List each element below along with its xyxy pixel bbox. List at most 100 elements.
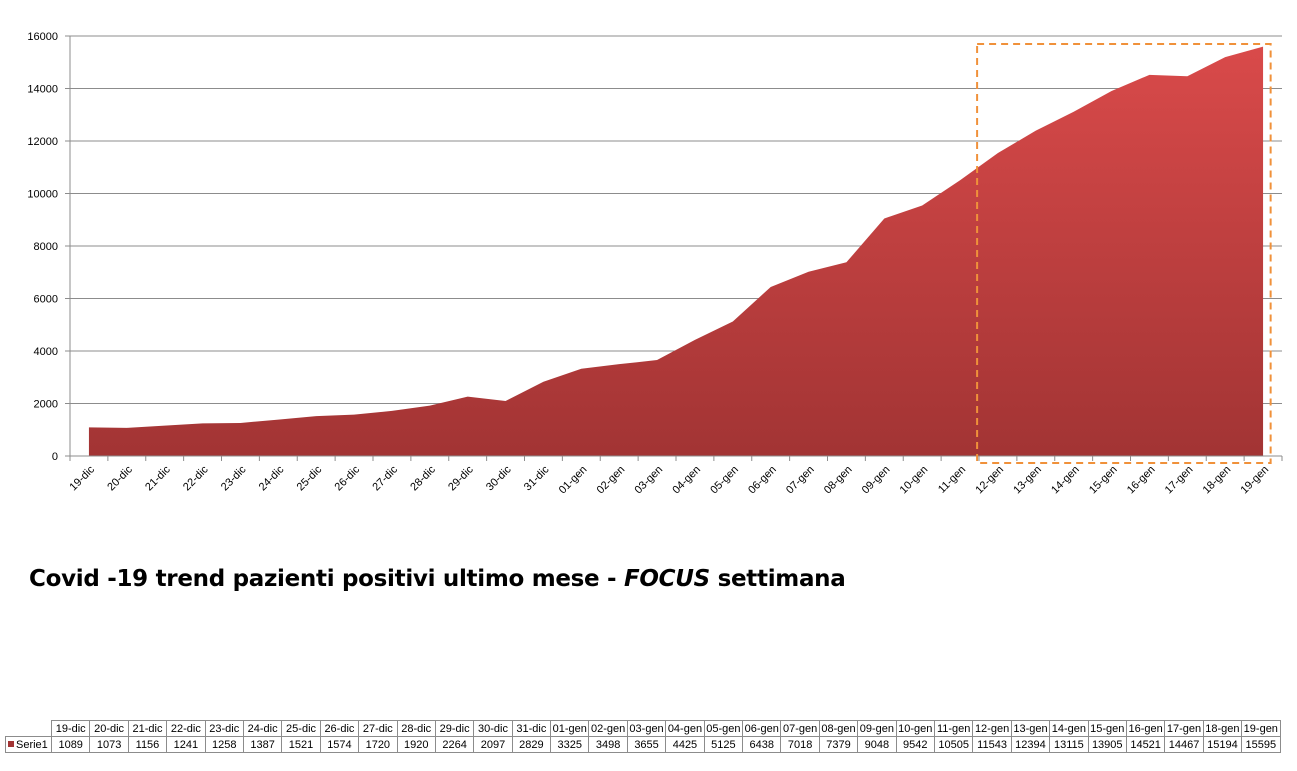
- y-tick-label: 16000: [27, 31, 58, 43]
- table-header-cell: 07-gen: [780, 720, 820, 737]
- table-header-cell: 30-dic: [473, 720, 513, 737]
- table-header-cell: 29-dic: [434, 720, 475, 737]
- x-tick-label: 13-gen: [1011, 464, 1044, 497]
- x-tick-label: 12-gen: [973, 464, 1006, 497]
- table-header-cell: 19-gen: [1241, 720, 1281, 737]
- y-tick-label: 10000: [27, 189, 58, 201]
- x-tick-label: 11-gen: [936, 464, 968, 496]
- x-tick-label: 23-dic: [219, 463, 249, 493]
- table-header-cell: 17-gen: [1164, 720, 1204, 737]
- table-value-cell: 1073: [89, 736, 129, 753]
- x-tick-label: 27-dic: [370, 463, 400, 493]
- x-tick-label: 15-gen: [1087, 464, 1120, 497]
- x-tick-label: 07-gen: [784, 464, 817, 497]
- table-value-cell: 2264: [434, 736, 475, 753]
- table-value-cell: 1258: [204, 736, 244, 753]
- table-value-cell: 12394: [1010, 736, 1051, 753]
- table-header-cell: 09-gen: [857, 720, 897, 737]
- table-header-cell: 23-dic: [204, 720, 244, 737]
- table-value-cell: 5125: [703, 736, 744, 753]
- x-tick-label: 31-dic: [522, 463, 552, 493]
- y-tick-label: 4000: [34, 346, 58, 358]
- area-chart: 0 2000 4000 6000 8000 10000 12000 14000 16000 19-…: [27, 31, 1283, 497]
- table-header-cell: 19-dic: [50, 720, 91, 737]
- table-value-cell: 10505: [933, 736, 974, 753]
- table-header-cell: 01-gen: [550, 720, 590, 737]
- table-header-cell: 03-gen: [626, 720, 667, 737]
- x-tick-label: 24-dic: [257, 463, 287, 493]
- x-tick-label: 14-gen: [1049, 464, 1082, 497]
- chart-title: Covid -19 trend pazienti positivi ultimo…: [29, 566, 846, 592]
- title-main: Covid -19 trend pazienti positivi ultimo…: [29, 566, 625, 592]
- x-tick-label: 26-dic: [333, 463, 363, 493]
- table-value-cell: 11543: [972, 736, 1012, 753]
- y-tick-label: 12000: [27, 136, 58, 148]
- table-value-cell: 1720: [358, 736, 398, 753]
- table-value-cell: 7379: [818, 736, 859, 753]
- x-tick-label: 20-dic: [105, 463, 135, 493]
- x-tick-label: 17-gen: [1163, 464, 1196, 497]
- table-value-cell: 1521: [281, 736, 321, 753]
- table-value-cell: 14467: [1164, 736, 1204, 753]
- table-value-cell: 9048: [857, 736, 897, 753]
- table-value-cell: 4425: [665, 736, 705, 753]
- x-tick-label: 29-dic: [446, 463, 476, 493]
- x-tick-label: 03-gen: [632, 464, 665, 497]
- area-series: [88, 46, 1264, 456]
- table-value-cell: 14521: [1125, 736, 1166, 753]
- table-row: Serie1 1089 1073 1156 1241 1258 1387 1521 1574 1…: [5, 736, 1281, 753]
- table-header-row: 19-dic 20-dic 21-dic 22-dic 23-dic 24-dic 25-d…: [5, 720, 1281, 737]
- y-tick-label: 8000: [34, 241, 58, 253]
- table-header-cell: 05-gen: [703, 720, 744, 737]
- table-header-cell: 27-dic: [358, 720, 398, 737]
- table-value-cell: 13115: [1049, 736, 1089, 753]
- x-tick-label: 28-dic: [408, 463, 438, 493]
- y-tick-label: 6000: [34, 294, 58, 306]
- y-tick-label: 0: [52, 451, 58, 463]
- x-tick-label: 25-dic: [295, 463, 325, 493]
- x-tick-label: 19-dic: [67, 463, 97, 493]
- table-value-cell: 2097: [473, 736, 513, 753]
- x-tick-label: 30-dic: [484, 463, 514, 493]
- y-tick-label: 2000: [34, 399, 58, 411]
- table-value-cell: 6438: [742, 736, 782, 753]
- title-focus: FOCUS: [624, 566, 710, 592]
- table-value-cell: 3655: [626, 736, 667, 753]
- table-header-cell: 02-gen: [588, 720, 628, 737]
- table-header-cell: 25-dic: [281, 720, 321, 737]
- x-tick-label: 09-gen: [860, 464, 893, 497]
- table-header-cell: 31-dic: [511, 720, 552, 737]
- table-header-cell: 22-dic: [166, 720, 206, 737]
- gridlines: [70, 35, 1282, 404]
- table-value-cell: 9542: [895, 736, 935, 753]
- y-tick-label: 14000: [27, 84, 58, 96]
- table-header-cell: 26-dic: [319, 720, 360, 737]
- table-header-cell: 06-gen: [742, 720, 782, 737]
- table-header-cell: 12-gen: [972, 720, 1012, 737]
- table-value-cell: 15595: [1241, 736, 1281, 753]
- x-tick-label: 18-gen: [1201, 464, 1234, 497]
- table-value-cell: 15194: [1202, 736, 1243, 753]
- focus-box: [976, 43, 1272, 464]
- title-end: settimana: [709, 566, 846, 592]
- table-header-cell: 10-gen: [895, 720, 935, 737]
- table-corner: [5, 720, 52, 737]
- table-header-cell: 24-dic: [242, 720, 283, 737]
- table-header-cell: 20-dic: [89, 720, 129, 737]
- table-value-cell: 1387: [242, 736, 283, 753]
- x-tick-label: 10-gen: [898, 464, 931, 497]
- x-tick-label: 08-gen: [822, 464, 855, 497]
- x-tick-label: 16-gen: [1125, 464, 1158, 497]
- data-table: 19-dic 20-dic 21-dic 22-dic 23-dic 24-dic 25-d…: [5, 720, 1281, 753]
- table-value-cell: 7018: [780, 736, 820, 753]
- table-value-cell: 1156: [127, 736, 168, 753]
- x-tick-label: 01-gen: [557, 464, 590, 497]
- table-header-cell: 16-gen: [1125, 720, 1166, 737]
- x-tick-label: 04-gen: [670, 464, 703, 497]
- x-tick-label: 22-dic: [181, 463, 211, 493]
- table-header-cell: 11-gen: [933, 720, 974, 737]
- x-tick-label: 02-gen: [595, 464, 628, 497]
- table-value-cell: 3325: [550, 736, 590, 753]
- x-tick-label: 05-gen: [708, 464, 741, 497]
- x-tick-label: 21-dic: [143, 463, 173, 493]
